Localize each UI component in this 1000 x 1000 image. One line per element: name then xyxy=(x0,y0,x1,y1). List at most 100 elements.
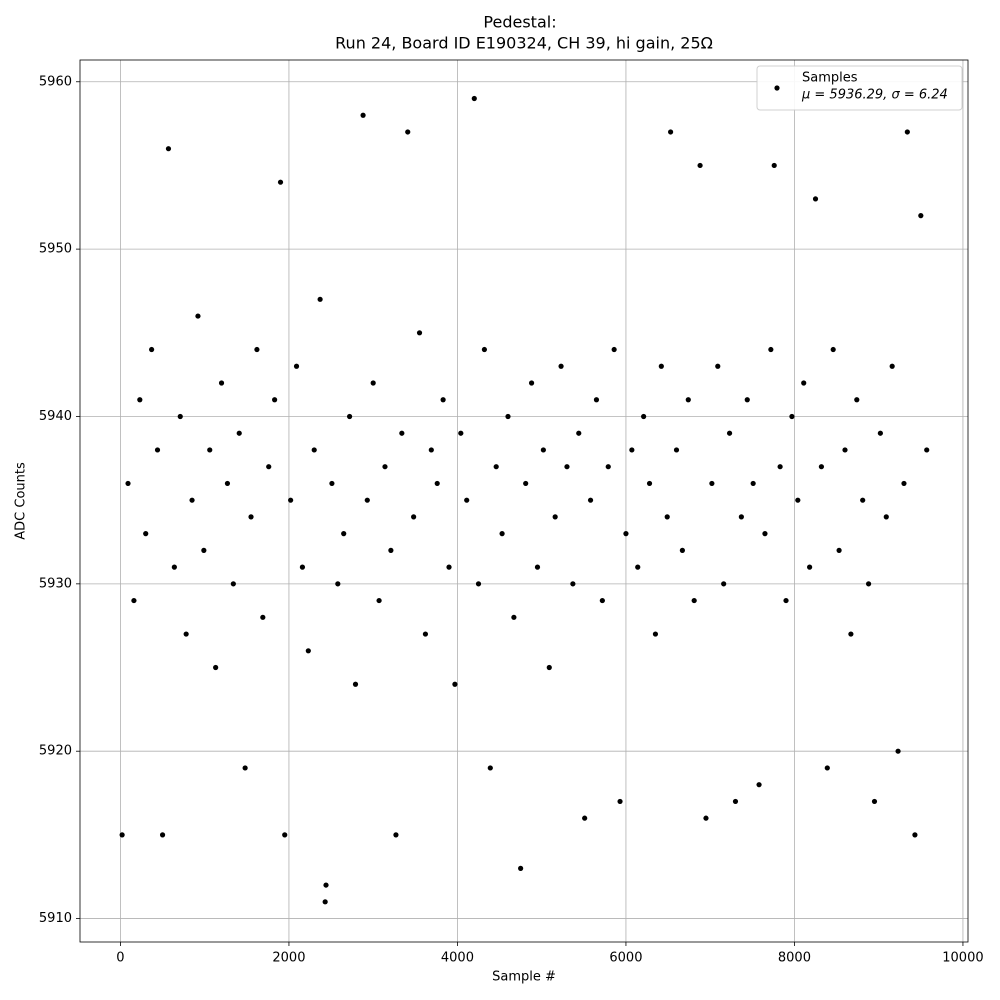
point xyxy=(750,480,756,487)
point xyxy=(558,363,564,369)
point xyxy=(201,547,207,553)
point xyxy=(593,397,600,403)
point xyxy=(703,815,709,821)
point xyxy=(218,380,225,386)
point xyxy=(807,564,813,570)
point xyxy=(364,497,370,503)
point xyxy=(546,664,552,671)
point xyxy=(854,397,860,403)
point xyxy=(848,631,854,637)
point xyxy=(658,363,664,369)
point xyxy=(266,464,272,470)
point xyxy=(137,397,143,403)
y-tick-label: 5960 xyxy=(39,74,72,89)
point xyxy=(865,581,872,587)
point xyxy=(260,614,266,620)
point xyxy=(783,597,789,604)
point xyxy=(889,363,895,369)
point xyxy=(830,346,836,353)
y-tick-label: 5950 xyxy=(39,242,72,257)
point xyxy=(288,497,294,503)
point xyxy=(341,531,347,537)
point xyxy=(623,531,629,537)
point xyxy=(382,464,388,470)
point xyxy=(673,447,680,453)
point xyxy=(564,464,570,470)
point xyxy=(416,330,423,336)
chart-title: Pedestal: xyxy=(483,13,556,32)
point xyxy=(505,413,511,420)
y-tick-label: 5940 xyxy=(39,409,72,424)
point xyxy=(771,162,777,169)
x-axis-label: Sample # xyxy=(492,970,556,985)
point xyxy=(570,581,576,587)
point xyxy=(617,798,623,805)
x-tick-label: 10000 xyxy=(942,951,983,966)
point xyxy=(895,748,901,754)
point xyxy=(305,648,311,654)
point xyxy=(528,380,535,386)
point xyxy=(552,514,558,520)
point xyxy=(125,480,131,487)
point xyxy=(877,430,883,436)
point xyxy=(487,765,493,771)
point xyxy=(165,146,172,152)
point xyxy=(667,129,674,135)
point xyxy=(499,531,505,537)
point xyxy=(904,129,910,135)
point xyxy=(475,581,482,587)
series xyxy=(119,95,930,905)
point xyxy=(236,430,242,436)
point xyxy=(768,346,774,353)
point xyxy=(388,547,394,553)
point xyxy=(629,447,635,453)
point xyxy=(282,832,288,838)
x-tick-label: 4000 xyxy=(441,951,474,966)
point xyxy=(481,346,488,353)
point xyxy=(224,480,231,487)
point xyxy=(428,447,434,453)
point xyxy=(471,95,477,102)
point xyxy=(322,899,328,905)
point xyxy=(399,430,405,436)
point xyxy=(685,397,691,403)
point xyxy=(836,547,842,553)
point xyxy=(912,832,918,838)
point xyxy=(842,447,848,453)
legend-stats: μ = 5936.29, σ = 6.24 xyxy=(801,88,948,103)
point xyxy=(697,162,703,169)
point xyxy=(679,547,685,553)
point xyxy=(335,581,341,587)
point xyxy=(230,581,236,587)
point xyxy=(795,497,801,503)
point xyxy=(183,631,189,637)
point xyxy=(744,397,750,403)
y-tick-label: 5930 xyxy=(39,576,72,591)
point xyxy=(299,564,306,570)
point xyxy=(347,413,353,420)
point xyxy=(860,497,866,503)
point xyxy=(434,480,440,487)
point xyxy=(523,480,529,487)
point xyxy=(207,447,213,453)
point xyxy=(213,664,219,671)
legend-box xyxy=(756,65,963,111)
point xyxy=(311,447,317,453)
x-tick-label: 0 xyxy=(116,951,124,966)
point xyxy=(824,765,830,771)
y-tick-label: 5920 xyxy=(39,744,72,759)
point xyxy=(599,597,605,604)
y-tick-label: 5910 xyxy=(39,911,72,926)
point xyxy=(652,631,659,637)
point xyxy=(440,397,446,403)
x-tick-label: 8000 xyxy=(778,951,811,966)
point xyxy=(254,346,260,353)
point xyxy=(883,514,889,520)
point xyxy=(317,296,323,302)
point xyxy=(411,514,417,520)
y-axis-label: ADC Counts xyxy=(14,462,29,540)
point xyxy=(732,798,739,805)
x-tick-label: 2000 xyxy=(272,951,305,966)
point xyxy=(924,447,930,453)
point xyxy=(709,480,715,487)
